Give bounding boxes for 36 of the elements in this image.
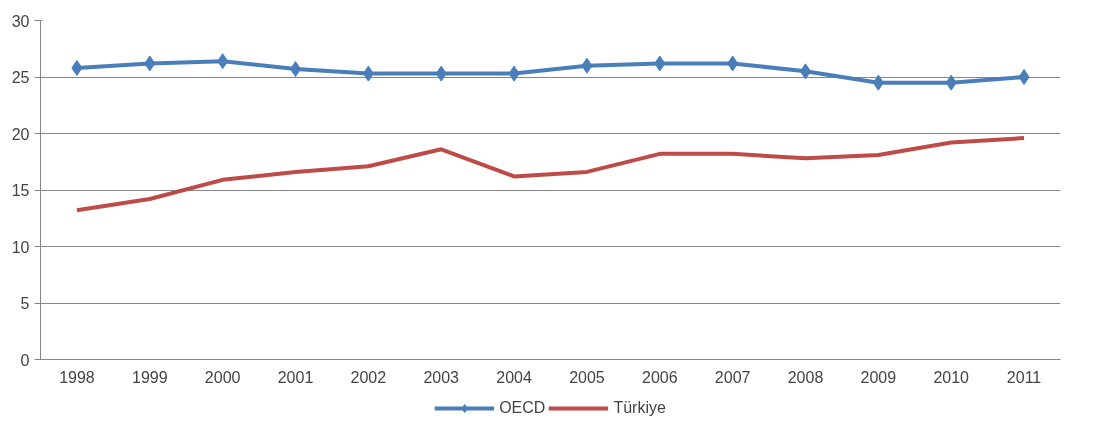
point: [945, 74, 957, 91]
line-series: [74, 136, 1027, 213]
y-tick-label: 25: [11, 69, 30, 86]
legend-label: OECD: [499, 398, 546, 417]
x-tick-label: 1998: [59, 368, 95, 386]
point: [581, 57, 593, 74]
point: [508, 65, 520, 82]
y-tick-label: 0: [20, 351, 30, 369]
y-tick-label: 10: [11, 238, 30, 256]
x-tick-label: 2003: [423, 368, 460, 386]
point: [435, 65, 447, 82]
x-tick-label: 2006: [641, 368, 678, 386]
x-tick-label: 2009: [860, 368, 897, 386]
x-tick-label: 1999: [131, 368, 168, 386]
x-tick-label: 2004: [496, 368, 532, 386]
x-tick-label: 2000: [204, 368, 241, 386]
point: [217, 53, 229, 70]
x-tick-label: 2002: [350, 368, 387, 386]
legend-label: Türkiye: [613, 398, 666, 417]
point: [1018, 69, 1030, 85]
x-tick-label: 2005: [569, 368, 605, 386]
x-tick-label: 2011: [1006, 368, 1042, 386]
x-tick-label: 2007: [714, 368, 751, 386]
x-tick-label: 2008: [787, 368, 824, 386]
point: [654, 55, 666, 72]
y-tick-label: 20: [11, 125, 30, 143]
x-tick-label: 2010: [933, 368, 970, 386]
y-tick-label: 5: [20, 295, 30, 312]
point: [71, 59, 83, 76]
point: [727, 55, 739, 72]
y-tick-label: 15: [11, 182, 30, 199]
point: [362, 65, 374, 82]
point: [144, 55, 156, 72]
y-tick-label: 30: [11, 12, 30, 30]
x-tick-label: 2001: [277, 368, 314, 386]
point: [872, 74, 884, 91]
